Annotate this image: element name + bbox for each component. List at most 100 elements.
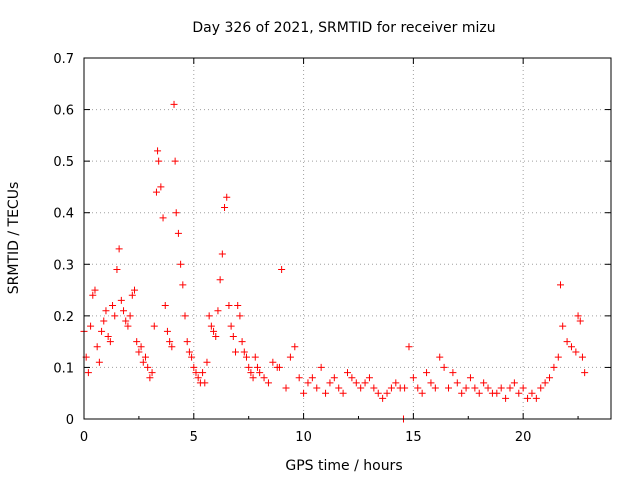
data-point <box>418 389 426 397</box>
data-point <box>541 379 549 387</box>
data-point <box>249 374 257 382</box>
data-point <box>232 348 240 356</box>
data-point <box>440 363 448 371</box>
x-tick-label: 0 <box>80 430 88 445</box>
data-point <box>387 384 395 392</box>
data-point <box>502 394 510 402</box>
data-point <box>578 353 586 361</box>
data-point <box>159 214 167 222</box>
data-point <box>205 312 213 320</box>
data-point <box>278 265 286 273</box>
data-point <box>212 332 220 340</box>
data-point <box>157 183 165 191</box>
data-point <box>572 348 580 356</box>
data-point <box>532 394 540 402</box>
data-point <box>348 374 356 382</box>
data-point <box>471 384 479 392</box>
data-point <box>115 245 123 253</box>
x-tick-label: 5 <box>190 430 198 445</box>
data-point <box>304 379 312 387</box>
data-point <box>554 353 562 361</box>
data-point <box>177 260 185 268</box>
data-point <box>392 379 400 387</box>
data-point <box>344 369 351 377</box>
data-point <box>574 312 582 320</box>
data-point <box>98 327 106 335</box>
data-point <box>559 322 567 330</box>
x-tick-label: 20 <box>515 430 532 445</box>
data-point <box>183 338 191 346</box>
data-point <box>91 286 99 294</box>
data-point <box>87 322 95 330</box>
data-point <box>120 307 128 315</box>
data-point <box>414 384 422 392</box>
data-point <box>497 384 505 392</box>
data-point <box>493 389 501 397</box>
data-point <box>225 302 233 310</box>
data-point <box>431 384 439 392</box>
plot-border <box>83 57 612 420</box>
data-point <box>480 379 488 387</box>
data-point <box>190 363 198 371</box>
data-point <box>194 374 202 382</box>
data-point <box>291 343 299 351</box>
data-point <box>236 312 244 320</box>
data-point <box>405 343 413 351</box>
data-point <box>352 379 360 387</box>
data-point <box>519 384 527 392</box>
data-point <box>242 353 250 361</box>
data-point <box>227 322 235 330</box>
data-point <box>188 353 196 361</box>
y-tick-label: 0.4 <box>53 207 74 222</box>
data-point <box>313 384 321 392</box>
data-point <box>139 358 147 366</box>
data-point <box>251 353 259 361</box>
data-point <box>214 307 222 315</box>
data-point <box>174 229 182 237</box>
y-tick-label: 0.1 <box>53 361 74 376</box>
data-point <box>361 379 369 387</box>
data-point <box>93 343 101 351</box>
y-tick-label: 0.5 <box>53 155 74 170</box>
data-point <box>126 312 134 320</box>
x-axis-label: GPS time / hours <box>285 458 402 474</box>
data-point <box>453 379 461 387</box>
data-point <box>275 363 283 371</box>
data-point <box>161 302 169 310</box>
data-point <box>484 384 492 392</box>
data-point <box>401 384 409 392</box>
data-point <box>556 281 564 289</box>
data-point <box>409 374 417 382</box>
axis-ticks: 0 0.1 0.2 0.3 0.4 0.5 0.6 0.7 0 5 10 15 20 <box>53 52 611 445</box>
data-point <box>89 291 97 299</box>
data-point <box>317 363 325 371</box>
data-point <box>210 327 218 335</box>
data-point <box>218 250 226 258</box>
data-point <box>581 369 589 377</box>
data-point <box>357 384 365 392</box>
data-point <box>326 379 334 387</box>
data-point <box>216 276 224 284</box>
data-point <box>256 369 264 377</box>
data-point <box>308 374 316 382</box>
data-point <box>168 343 176 351</box>
data-point <box>199 369 207 377</box>
data-point <box>109 302 117 310</box>
data-point <box>113 265 121 273</box>
data-point <box>567 343 575 351</box>
x-tick-label: 10 <box>295 430 312 445</box>
y-tick-label: 0.7 <box>53 52 74 67</box>
data-point <box>201 379 209 387</box>
data-point <box>150 322 158 330</box>
data-point <box>148 369 156 377</box>
data-point <box>137 343 145 351</box>
data-point <box>449 369 457 377</box>
data-point <box>436 353 444 361</box>
data-point <box>133 338 141 346</box>
data-point <box>247 369 255 377</box>
data-point <box>427 379 435 387</box>
data-point <box>295 374 303 382</box>
data-point <box>269 358 277 366</box>
data-point <box>111 312 119 320</box>
data-point <box>144 363 152 371</box>
